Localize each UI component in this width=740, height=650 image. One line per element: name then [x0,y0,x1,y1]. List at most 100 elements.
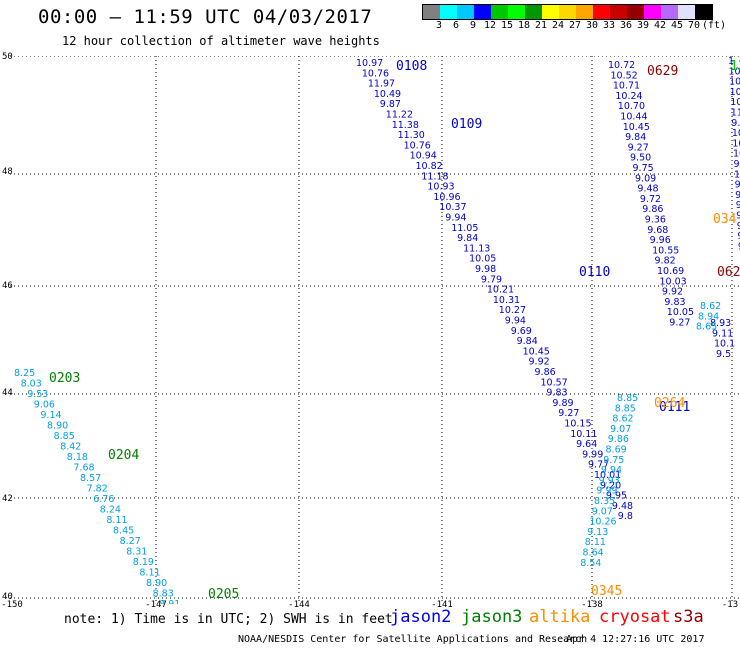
sat-jason2: jason2 [390,607,452,627]
lat-label-46: 46 [2,281,13,291]
legend-label: (ft) [702,20,727,31]
wave-height-value: 9.72 [640,194,661,205]
wave-height-value: 8.31 [126,547,147,558]
wave-height-value: 7.68 [73,463,94,474]
wave-height-value: 9.64 [576,439,597,450]
chart-subtitle: 12 hour collection of altimeter wave hei… [62,34,380,48]
wave-height-value: 10.45 [623,122,650,133]
wave-height-value: 9.86 [608,434,629,445]
legend-label: 3 [435,20,443,31]
wave-height-value: 9.27 [628,142,649,153]
wave-height-value: 9.25 [735,180,740,191]
lon-label-135: -13 [721,600,739,610]
wave-height-value: 9.94 [505,316,526,327]
wave-height-value: 10.76 [404,140,431,151]
wave-height-value: 8.54 [580,558,601,569]
legend-label: 27 [568,20,582,31]
wave-height-value: 10.88 [734,169,740,180]
wave-height-value: 8.18 [67,452,88,463]
wave-height-value: 8.25 [14,368,35,379]
wave-height-value: 8.93 [710,318,731,329]
wave-height-value: 9.92 [529,357,550,368]
lat-label-42: 42 [2,494,13,504]
wave-height-value: 9.99 [596,486,617,497]
wave-height-value: 8.11 [585,537,606,548]
wave-height-value: 8.27 [120,536,141,547]
wave-height-value: 9.77 [588,460,609,471]
legend-label: 36 [619,20,633,31]
legend-swatch [695,5,712,19]
wave-height-value: 11.18 [421,171,448,182]
wave-height-value: 9.20 [600,480,621,491]
wave-height-value: 8.85 [617,393,638,404]
sat-cryosat: cryosat [599,607,671,627]
legend-swatch [423,5,440,19]
wave-height-value: 10.1 [714,339,735,350]
legend-label: 6 [452,20,460,31]
legend-swatch [508,5,525,19]
wave-height-value: 9.95 [606,491,627,502]
wave-height-value: 9.36 [645,215,666,226]
color-legend-labels: 3 6 9 12 15 18 21 24 27 30 33 36 39 42 45 70 (ft) [422,20,740,34]
sat-jason3: jason3 [461,607,523,627]
footnote: note: 1) Time is in UTC; 2) SWH is in fe… [64,612,393,627]
wave-height-value: 10.26 [589,517,616,528]
wave-height-value: 9.92 [731,118,740,129]
pass-label: 0108 [396,59,427,74]
wave-height-value: 11.22 [386,110,413,121]
legend-label: 15 [500,20,514,31]
wave-height-value: 9.07 [610,424,631,435]
wave-height-value: 9.14 [738,241,740,252]
wave-height-value: 10.71 [613,81,640,92]
wave-height-value: 10.55 [652,245,679,256]
legend-label: 45 [670,20,684,31]
wave-height-value: 8.11 [139,568,160,579]
wave-height-value: 10.57 [541,377,568,388]
wave-height-value: 9.11 [712,328,733,339]
wave-height-value: 8.69 [606,445,627,456]
legend-label: 33 [602,20,616,31]
legend-swatch [644,5,661,19]
wave-height-value: 10.69 [657,266,684,277]
wave-height-value: 9.79 [481,274,502,285]
legend-label: 30 [585,20,599,31]
pass-label: 0264 [654,396,685,411]
wave-height-value: 11.05 [451,223,478,234]
pass-label: 0345 [591,584,622,599]
wave-height-value: 9.66 [736,200,740,211]
legend-swatch [491,5,508,19]
wave-height-value: 1 [728,56,734,67]
legend-label: 18 [517,20,531,31]
wave-height-value: 8.42 [60,442,81,453]
wave-height-value: 9.13 [587,527,608,538]
wave-height-value: 10.27 [499,305,526,316]
wave-height-value: 10.82 [416,161,443,172]
lat-label-44: 44 [2,388,13,398]
wave-height-value: 9.24 [736,211,740,222]
wave-height-value: 9.94 [601,465,622,476]
legend-swatch [474,5,491,19]
wave-height-value: 11.04 [731,108,740,119]
legend-label: 12 [483,20,497,31]
lon-label-141: -141 [431,600,453,610]
wave-height-value: 9.27 [558,408,579,419]
wave-height-value: 9.48 [637,184,658,195]
lat-label-48: 48 [2,167,13,177]
wave-height-value: 8.62 [612,414,633,425]
wave-height-value: 8.45 [113,526,134,537]
wave-height-value: 10.74 [730,87,740,98]
wave-height-value: 11.97 [368,79,395,90]
wave-height-value: 10.24 [615,91,642,102]
lat-label-40: 40 [2,592,13,602]
wave-height-value: 10.49 [730,97,740,108]
wave-height-value: 6.76 [93,494,114,505]
legend-swatch [440,5,457,19]
wave-height-value: 10.52 [611,70,638,81]
wave-height-value: 8.91 [159,599,180,604]
color-legend [422,4,713,20]
wave-height-value: 9.99 [582,449,603,460]
legend-swatch [678,5,695,19]
wave-height-value: 10.94 [410,151,437,162]
pass-label: 0110 [579,265,610,280]
sat-s3a: s3a [673,607,704,627]
